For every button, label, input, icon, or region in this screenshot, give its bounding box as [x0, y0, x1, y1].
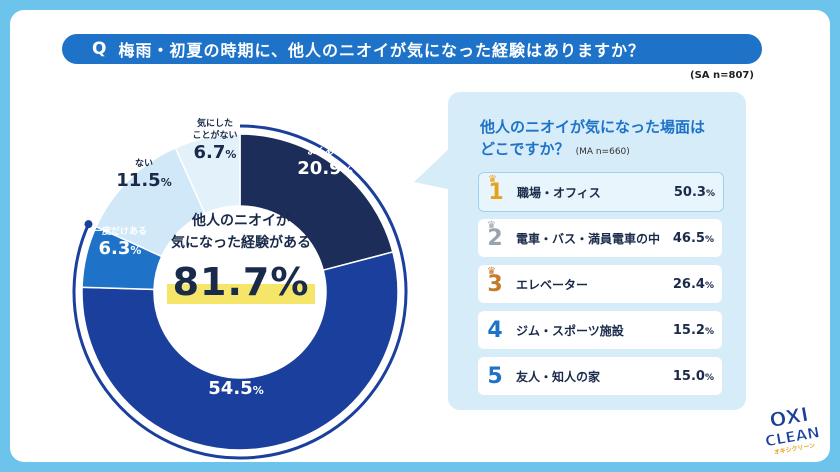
segment-label-once: 一度だけある 6.3% — [84, 226, 156, 262]
question-sample-size: (SA n=807) — [690, 70, 754, 81]
rank-value: 50.3 — [673, 184, 706, 200]
speech-bubble-tail — [414, 146, 452, 190]
percent-sign: % — [130, 244, 142, 257]
segment-label-not-noticed: 気にした ことがない 6.7% — [184, 118, 246, 166]
segment-value: 54.5 — [208, 378, 253, 399]
rank-value: 15.2 — [672, 322, 705, 338]
segment-name: たまにある — [213, 367, 259, 377]
segment-name: よくある — [306, 147, 343, 157]
donut-slice-4 — [174, 133, 241, 215]
rank-label: 電車・バス・満員電車の中 — [516, 231, 661, 246]
rank-value: 46.5 — [672, 230, 705, 246]
center-line-1: 他人のニオイが — [192, 213, 290, 229]
question-text: 梅雨・初夏の時期に、他人のニオイが気になった経験はありますか？ — [118, 41, 645, 60]
segment-label-never: ない 11.5% — [114, 158, 174, 194]
segment-name: 一度だけある — [92, 227, 147, 237]
percent-sign: % — [704, 372, 714, 383]
percent-sign: % — [341, 164, 353, 177]
percent-sign: % — [225, 148, 237, 161]
segment-label-often: よくある 20.9% — [290, 146, 360, 182]
scenes-title-line-1: 他人のニオイが気になった場面は — [480, 118, 706, 136]
rank-label: 友人・知人の家 — [516, 369, 601, 384]
segment-label-sometimes: たまにある 54.5% — [196, 366, 276, 402]
rank-number: 3 — [487, 271, 503, 297]
percent-sign: % — [704, 234, 714, 245]
segment-value: 6.7 — [193, 142, 226, 163]
percent-sign: % — [704, 280, 714, 291]
crown-icon: ♛ — [487, 265, 496, 277]
highlight-ring-end-dot — [84, 220, 93, 229]
rank-item-1: ♛ 1 職場・オフィス 50.3% — [478, 172, 724, 212]
rank-value: 26.4 — [672, 276, 705, 292]
center-total-value: 81.7% — [166, 260, 316, 304]
crown-icon: ♛ — [487, 219, 496, 231]
percent-sign: % — [160, 176, 172, 189]
rank-number: 1 — [488, 179, 504, 205]
segment-value: 6.3 — [98, 238, 131, 259]
percent-sign: % — [705, 188, 715, 199]
rank-item-5: 5 友人・知人の家 15.0% — [478, 357, 722, 395]
rank-label: 職場・オフィス — [517, 185, 601, 200]
segment-name: ない — [134, 159, 153, 169]
scenes-sample-size: (MA n=660) — [575, 147, 630, 157]
scenes-title-line-2: どこですか？ — [480, 140, 570, 158]
rank-item-3: ♛ 3 エレベーター 26.4% — [478, 265, 722, 303]
center-line-2: 気になった経験がある — [171, 235, 311, 251]
rank-number: 4 — [487, 317, 503, 343]
segment-name-line-2: ことがない — [192, 131, 238, 141]
segment-name-line-1: 気にした — [196, 119, 233, 129]
donut-slice-0 — [239, 133, 394, 272]
segment-value: 20.9 — [297, 158, 342, 179]
question-bar: Q 梅雨・初夏の時期に、他人のニオイが気になった経験はありますか？ — [62, 34, 762, 64]
rank-label: エレベーター — [516, 277, 589, 292]
crown-icon: ♛ — [488, 173, 497, 185]
percent-sign: % — [704, 326, 714, 337]
oxiclean-logo: OXI CLEAN オキシクリーン — [763, 401, 821, 456]
donut-center-label: 他人のニオイが 気になった経験がある 81.7% — [166, 210, 316, 304]
scenes-panel-title: 他人のニオイが気になった場面は どこですか？ (MA n=660) — [480, 116, 705, 163]
donut-slice-1 — [81, 251, 399, 451]
rank-number: 2 — [487, 225, 503, 251]
rank-item-4: 4 ジム・スポーツ施設 15.2% — [478, 311, 722, 349]
question-badge: Q — [92, 39, 107, 59]
rank-item-2: ♛ 2 電車・バス・満員電車の中 46.5% — [478, 219, 722, 257]
rank-value: 15.0 — [672, 368, 705, 384]
rank-number: 5 — [487, 363, 503, 389]
percent-sign: % — [252, 384, 264, 397]
rank-label: ジム・スポーツ施設 — [516, 323, 624, 338]
segment-value: 11.5 — [116, 170, 161, 191]
highlight-ring-arc — [72, 124, 408, 460]
